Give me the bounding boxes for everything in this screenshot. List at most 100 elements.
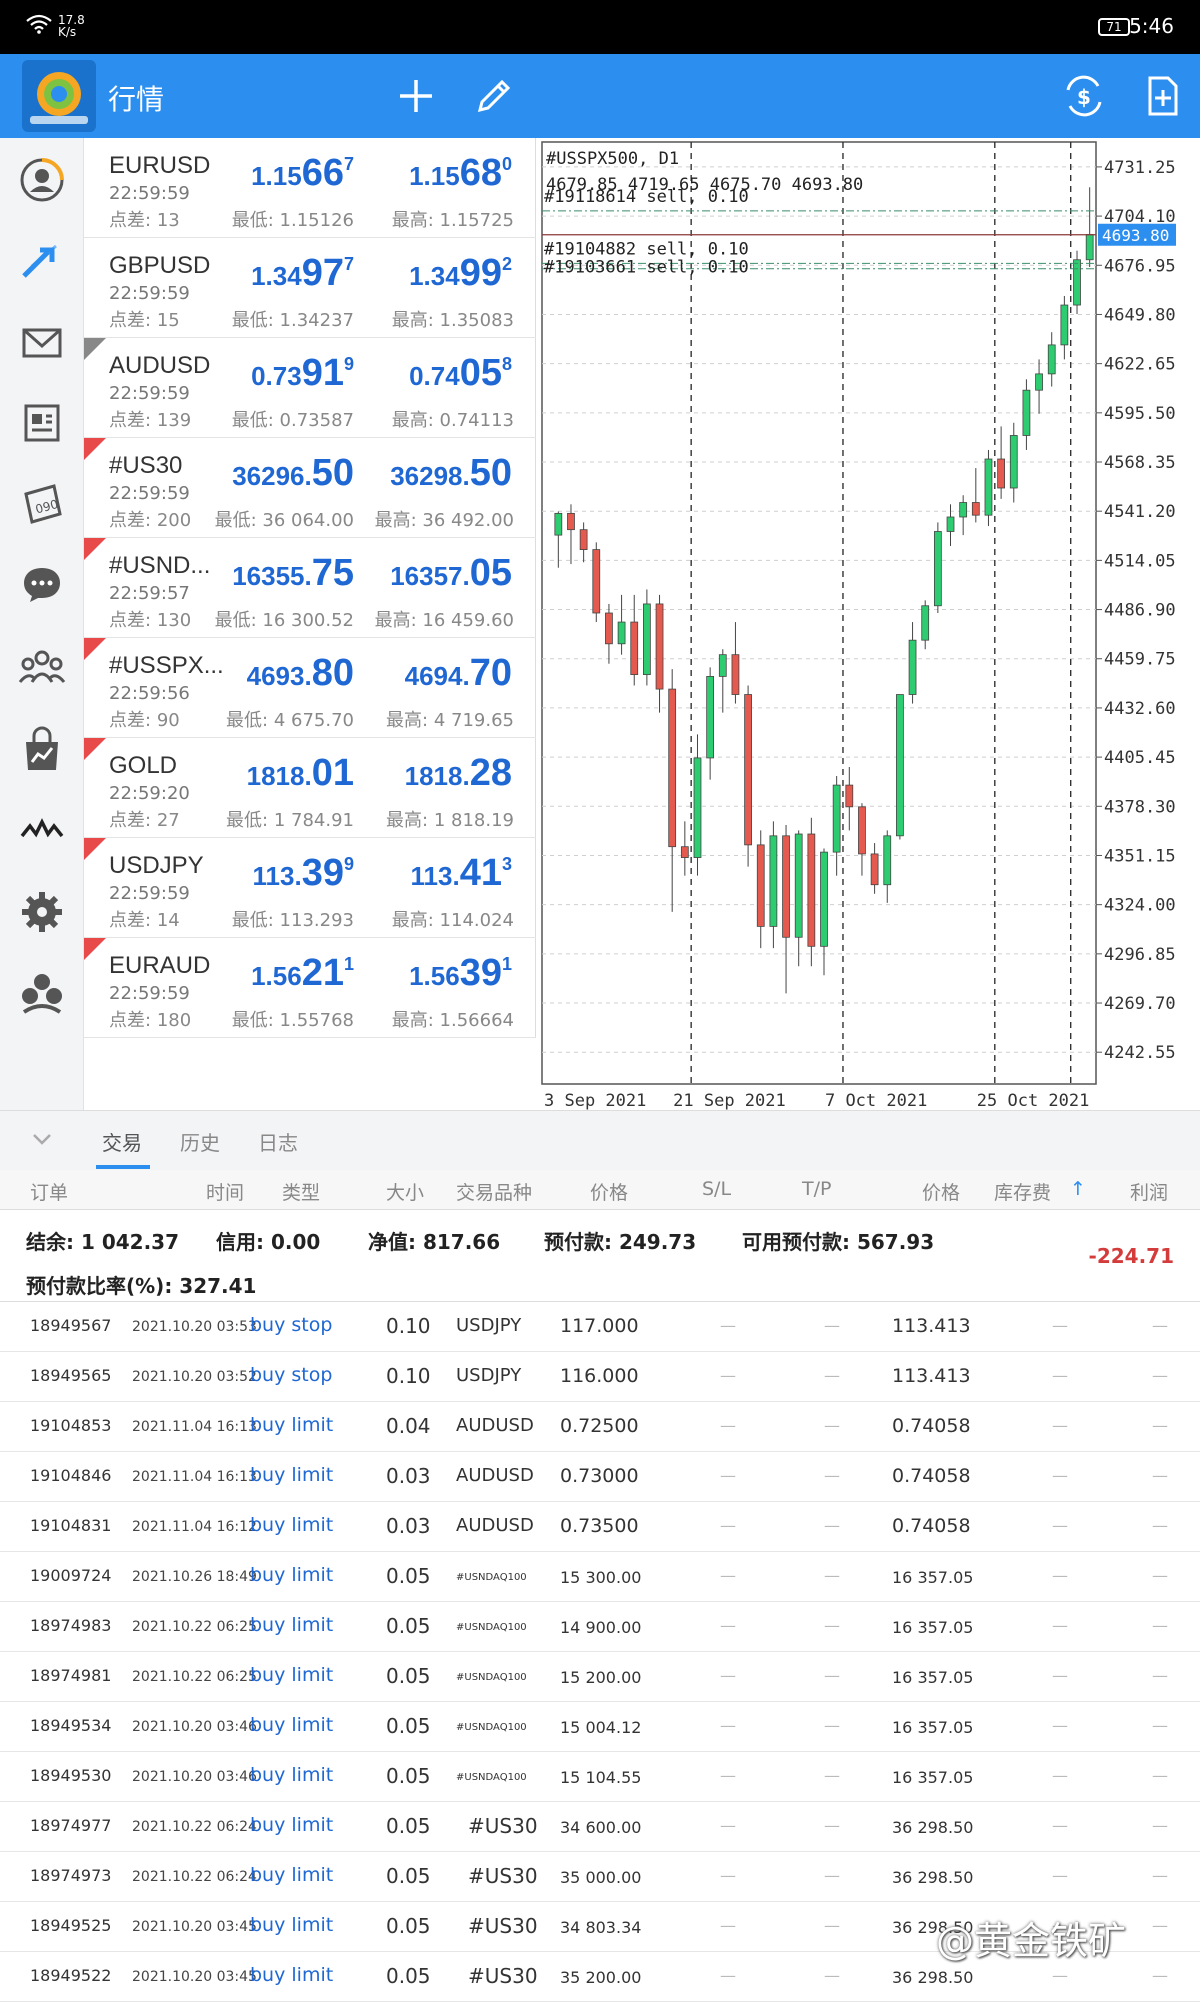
order-swap: — <box>1052 1716 1068 1735</box>
new-document-icon[interactable] <box>1138 72 1186 120</box>
quote-row[interactable]: USDJPY 22:59:59 点差: 14 113.399 113.413 最低: 11… <box>84 838 536 938</box>
order-sl: — <box>720 1916 736 1935</box>
community-icon[interactable] <box>18 642 66 690</box>
order-row[interactable]: 18949530 2021.10.20 03:46 buy limit 0.05 #US… <box>0 1752 1200 1802</box>
order-price: 34 803.34 <box>560 1918 642 1937</box>
active-tab-indicator <box>96 1165 150 1169</box>
quote-low: 最低: 1.15126 <box>231 210 354 231</box>
col-price[interactable]: 价格 <box>590 1182 629 1204</box>
quote-row[interactable]: EURUSD 22:59:59 点差: 13 1.15667 1.15680 最低: 1.… <box>84 138 536 238</box>
col-current-price[interactable]: 价格 <box>922 1182 961 1204</box>
order-profit: — <box>1152 1416 1168 1435</box>
col-symbol[interactable]: 交易品种 <box>456 1182 533 1204</box>
app-logo[interactable] <box>22 60 96 132</box>
chat-icon[interactable] <box>18 560 66 608</box>
calendar-icon[interactable]: 090 <box>18 480 66 528</box>
app-bar: 行情 $ <box>0 54 1200 138</box>
currency-exchange-icon[interactable]: $ <box>1060 72 1108 120</box>
col-sl[interactable]: S/L <box>702 1178 732 1200</box>
order-time: 2021.10.22 06:24 <box>132 1819 257 1835</box>
y-tick-label: 4541.20 <box>1104 502 1176 522</box>
total-profit: -224.71 <box>1088 1244 1174 1268</box>
order-row[interactable]: 18974981 2021.10.22 06:25 buy limit 0.05 #US… <box>0 1652 1200 1702</box>
order-row[interactable]: 18949565 2021.10.20 03:52 buy stop 0.10 USDJ… <box>0 1352 1200 1402</box>
current-price-label: 4693.80 <box>1102 226 1169 245</box>
quote-row[interactable]: #USND... 22:59:57 点差: 130 16355.75 16357.05 最… <box>84 538 536 638</box>
quote-row[interactable]: GOLD 22:59:20 点差: 27 1818.01 1818.28 最低: 1 78… <box>84 738 536 838</box>
traders-icon[interactable] <box>18 968 66 1016</box>
chevron-down-icon[interactable] <box>30 1127 54 1157</box>
market-icon[interactable] <box>18 726 66 774</box>
order-profit: — <box>1152 1766 1168 1785</box>
pencil-icon[interactable] <box>470 72 518 120</box>
order-row[interactable]: 18949567 2021.10.20 03:53 buy stop 0.10 USDJ… <box>0 1302 1200 1352</box>
col-order[interactable]: 订单 <box>30 1182 69 1204</box>
bid-price: 36296.50 <box>232 452 354 494</box>
quote-row[interactable]: GBPUSD 22:59:59 点差: 15 1.34977 1.34992 最低: 1.… <box>84 238 536 338</box>
news-icon[interactable] <box>18 398 66 446</box>
bottom-tabs: 交易 历史 日志 <box>0 1110 1200 1170</box>
order-swap: — <box>1052 1816 1068 1835</box>
tab-trade[interactable]: 交易 <box>102 1131 142 1155</box>
candle-body <box>896 694 904 837</box>
col-tp[interactable]: T/P <box>802 1178 832 1200</box>
order-profit: — <box>1152 1916 1168 1935</box>
order-row[interactable]: 18949522 2021.10.20 03:45 buy limit 0.05 #US… <box>0 1952 1200 2002</box>
candle-body <box>933 531 942 607</box>
order-row[interactable]: 19104831 2021.11.04 16:12 buy limit 0.03 AUD… <box>0 1502 1200 1552</box>
price-chart[interactable]: 4731.25 4704.10 4676.95 4649.80 4622.65 4595.… <box>538 138 1200 1110</box>
order-time: 2021.10.26 18:49 <box>132 1569 257 1585</box>
order-row[interactable]: 18974973 2021.10.22 06:24 buy limit 0.05 #US… <box>0 1852 1200 1902</box>
order-sl: — <box>720 1566 736 1585</box>
sort-arrow-icon: ↑ <box>1070 1178 1086 1200</box>
quote-row[interactable]: #US30 22:59:59 点差: 200 36296.50 36298.50 最低: … <box>84 438 536 538</box>
account-icon[interactable] <box>18 156 66 204</box>
col-volume[interactable]: 大小 <box>386 1182 425 1204</box>
alert-flag-icon <box>84 438 106 460</box>
col-time[interactable]: 时间 <box>206 1182 245 1204</box>
order-row[interactable]: 18974983 2021.10.22 06:25 buy limit 0.05 #US… <box>0 1602 1200 1652</box>
order-row[interactable]: 18974977 2021.10.22 06:24 buy limit 0.05 #US… <box>0 1802 1200 1852</box>
order-row[interactable]: 18949534 2021.10.20 03:46 buy limit 0.05 #US… <box>0 1702 1200 1752</box>
quote-symbol: GOLD <box>109 752 178 779</box>
candlestick-chart[interactable]: 4731.25 4704.10 4676.95 4649.80 4622.65 4595.… <box>538 138 1200 1110</box>
status-bar: 17.8 K/s 71 5:46 <box>0 0 1200 54</box>
order-symbol: #US30 <box>468 1914 538 1938</box>
order-sl: — <box>720 1966 736 1985</box>
order-volume: 0.05 <box>386 1914 431 1938</box>
order-row[interactable]: 19104853 2021.11.04 16:13 buy limit 0.04 AUD… <box>0 1402 1200 1452</box>
order-sl: — <box>720 1866 736 1885</box>
order-tp: — <box>824 1516 840 1535</box>
order-current-price: 16 357.05 <box>892 1718 974 1737</box>
quote-low: 最低: 1.55768 <box>231 1010 354 1031</box>
col-swap[interactable]: 库存费 <box>994 1182 1052 1204</box>
quote-low: 最低: 113.293 <box>231 910 354 931</box>
candle-body <box>680 846 689 858</box>
order-id: 19104831 <box>30 1516 112 1535</box>
order-swap: — <box>1052 1466 1068 1485</box>
col-type[interactable]: 类型 <box>282 1182 321 1204</box>
order-row[interactable]: 19009724 2021.10.26 18:49 buy limit 0.05 #US… <box>0 1552 1200 1602</box>
x-tick-label: 7 Oct 2021 <box>825 1091 927 1110</box>
mail-icon[interactable] <box>18 318 66 366</box>
order-sl: — <box>720 1416 736 1435</box>
tab-journal[interactable]: 日志 <box>258 1131 298 1155</box>
col-profit[interactable]: 利润 <box>1130 1182 1169 1204</box>
alert-flag-icon <box>84 738 106 760</box>
quote-high: 最高: 4 719.65 <box>386 710 514 731</box>
order-volume: 0.05 <box>386 1564 431 1588</box>
alert-flag-icon <box>84 638 106 660</box>
order-tp: — <box>824 1466 840 1485</box>
y-tick-label: 4731.25 <box>1104 158 1176 178</box>
plus-icon[interactable] <box>392 72 440 120</box>
order-row[interactable]: 19104846 2021.11.04 16:13 buy limit 0.03 AUD… <box>0 1452 1200 1502</box>
order-row[interactable]: 18949525 2021.10.20 03:45 buy limit 0.05 #US… <box>0 1902 1200 1952</box>
tab-history[interactable]: 历史 <box>180 1131 220 1155</box>
trade-arrows-icon[interactable] <box>18 238 66 286</box>
order-sl: — <box>720 1766 736 1785</box>
quote-row[interactable]: EURAUD 22:59:59 点差: 180 1.56211 1.56391 最低: 1… <box>84 938 536 1038</box>
signals-icon[interactable] <box>18 806 66 854</box>
settings-icon[interactable] <box>18 888 66 936</box>
quote-row[interactable]: AUDUSD 22:59:59 点差: 139 0.73919 0.74058 最低: 0… <box>84 338 536 438</box>
quote-row[interactable]: #USSPX... 22:59:56 点差: 90 4693.80 4694.70 最低:… <box>84 638 536 738</box>
